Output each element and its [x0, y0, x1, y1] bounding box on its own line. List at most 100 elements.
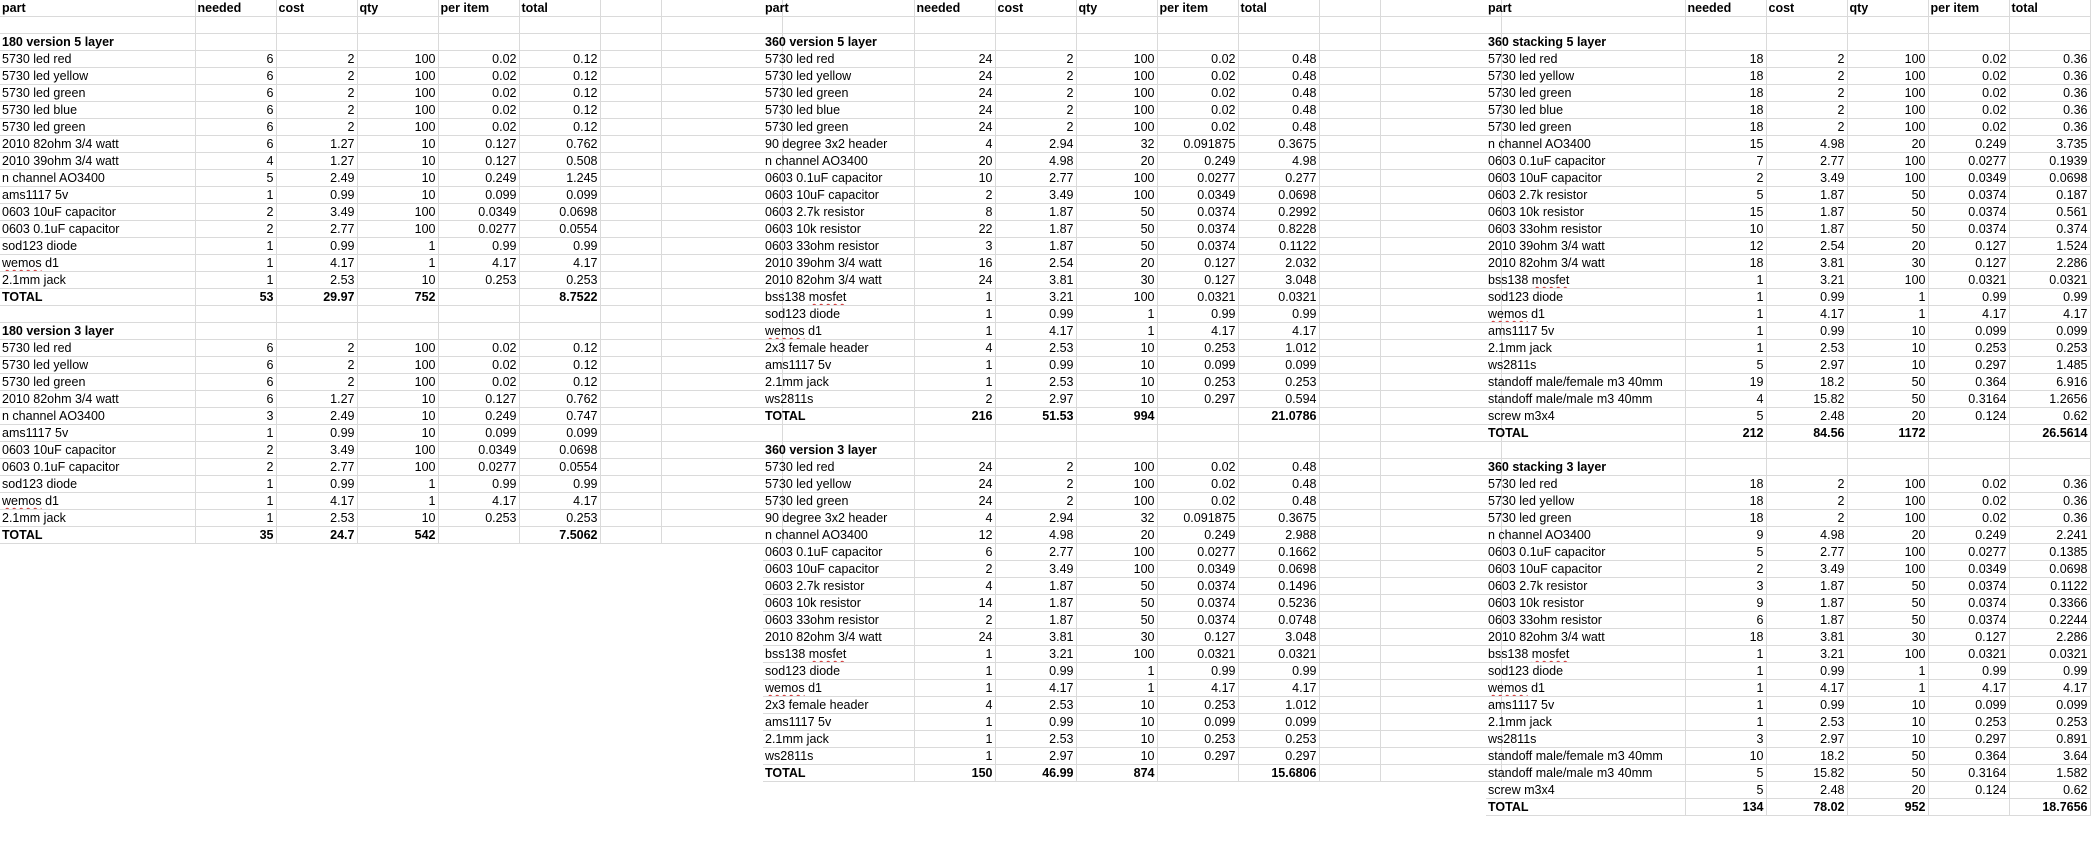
- cell-empty[interactable]: [1319, 305, 1381, 323]
- cell-cost[interactable]: 4.98: [1766, 135, 1848, 153]
- cell-qty[interactable]: qty: [1076, 0, 1158, 17]
- cell-total[interactable]: 0.36: [2009, 492, 2091, 510]
- cell-cost[interactable]: 2.54: [995, 254, 1077, 272]
- cell-total[interactable]: 1.245: [519, 169, 601, 187]
- cell-per-item[interactable]: [1157, 33, 1239, 51]
- cell-total[interactable]: 0.36: [2009, 118, 2091, 136]
- cell-qty[interactable]: 1: [1847, 662, 1929, 680]
- cell-needed[interactable]: 1: [914, 373, 996, 391]
- cell-total[interactable]: 0.36: [2009, 84, 2091, 102]
- cell-cost[interactable]: 2: [1766, 50, 1848, 68]
- cell-qty[interactable]: 100: [357, 203, 439, 221]
- cell-empty[interactable]: [600, 135, 662, 153]
- cell-per-item[interactable]: 0.249: [438, 407, 520, 425]
- cell-qty[interactable]: [1847, 33, 1929, 51]
- cell-qty[interactable]: [1847, 458, 1929, 476]
- cell-per-item[interactable]: 4.17: [1157, 679, 1239, 697]
- cell-total[interactable]: 0.12: [519, 339, 601, 357]
- cell-cost[interactable]: 3.21: [995, 288, 1077, 306]
- cell-empty[interactable]: [1380, 84, 1502, 102]
- cell-empty[interactable]: [1380, 16, 1502, 34]
- cell-qty[interactable]: 100: [1847, 84, 1929, 102]
- cell-total[interactable]: 1.012: [1238, 339, 1320, 357]
- cell-per-item[interactable]: per item: [1157, 0, 1239, 17]
- cell-cost[interactable]: 15.82: [1766, 764, 1848, 782]
- cell-needed[interactable]: 1: [195, 475, 277, 493]
- cell-cost[interactable]: [276, 305, 358, 323]
- cell-per-item[interactable]: 0.124: [1928, 407, 2010, 425]
- cell-cost[interactable]: 2: [1766, 67, 1848, 85]
- cell-qty[interactable]: 30: [1847, 254, 1929, 272]
- cell-per-item[interactable]: 0.0374: [1157, 220, 1239, 238]
- cell-per-item[interactable]: 0.02: [1157, 458, 1239, 476]
- cell-per-item[interactable]: 0.02: [1928, 50, 2010, 68]
- cell-cost[interactable]: 18.2: [1766, 747, 1848, 765]
- cell-total[interactable]: 0.0554: [519, 220, 601, 238]
- cell-per-item[interactable]: [1928, 16, 2010, 34]
- cell-needed[interactable]: 24: [914, 118, 996, 136]
- cell-needed[interactable]: 2: [1685, 169, 1767, 187]
- cell-qty[interactable]: 1: [357, 237, 439, 255]
- cell-part[interactable]: 5730 led green: [0, 84, 196, 102]
- cell-per-item[interactable]: 0.0277: [1928, 152, 2010, 170]
- cell-empty[interactable]: [600, 407, 662, 425]
- cell-total[interactable]: 1.485: [2009, 356, 2091, 374]
- cell-part[interactable]: 2.1mm jack: [1486, 339, 1686, 357]
- cell-needed[interactable]: 1: [1685, 662, 1767, 680]
- cell-cost[interactable]: [1766, 16, 1848, 34]
- cell-qty[interactable]: 32: [1076, 509, 1158, 527]
- cell-per-item[interactable]: 0.02: [1928, 509, 2010, 527]
- cell-total[interactable]: 0.5236: [1238, 594, 1320, 612]
- cell-needed[interactable]: 19: [1685, 373, 1767, 391]
- cell-cost[interactable]: 2: [995, 458, 1077, 476]
- cell-empty[interactable]: [1319, 662, 1381, 680]
- cell-cost[interactable]: 2.97: [1766, 356, 1848, 374]
- cell-needed[interactable]: 6: [195, 339, 277, 357]
- cell-empty[interactable]: [1380, 135, 1502, 153]
- cell-needed[interactable]: 4: [914, 696, 996, 714]
- cell-part[interactable]: 5730 led green: [1486, 118, 1686, 136]
- cell-cost[interactable]: 78.02: [1766, 798, 1848, 816]
- cell-cost[interactable]: 0.99: [276, 424, 358, 442]
- cell-qty[interactable]: 50: [1076, 203, 1158, 221]
- cell-qty[interactable]: 1: [1847, 679, 1929, 697]
- cell-cost[interactable]: [995, 33, 1077, 51]
- cell-empty[interactable]: [1380, 271, 1502, 289]
- cell-needed[interactable]: 24: [914, 50, 996, 68]
- cell-cost[interactable]: [276, 16, 358, 34]
- cell-cost[interactable]: 2: [276, 356, 358, 374]
- cell-part[interactable]: n channel AO3400: [1486, 526, 1686, 544]
- cell-empty[interactable]: [1380, 611, 1502, 629]
- cell-part[interactable]: 0603 33ohm resistor: [763, 237, 915, 255]
- cell-needed[interactable]: needed: [914, 0, 996, 17]
- cell-part[interactable]: 5730 led red: [763, 50, 915, 68]
- cell-needed[interactable]: [195, 33, 277, 51]
- cell-empty[interactable]: [1380, 186, 1502, 204]
- cell-total[interactable]: 0.099: [2009, 322, 2091, 340]
- cell-qty[interactable]: 1: [1847, 305, 1929, 323]
- cell-part[interactable]: 5730 led red: [0, 50, 196, 68]
- cell-needed[interactable]: 18: [1685, 492, 1767, 510]
- cell-needed[interactable]: 1: [1685, 305, 1767, 323]
- cell-qty[interactable]: qty: [1847, 0, 1929, 17]
- cell-qty[interactable]: 1: [1076, 679, 1158, 697]
- cell-total[interactable]: 0.891: [2009, 730, 2091, 748]
- cell-needed[interactable]: 53: [195, 288, 277, 306]
- cell-cost[interactable]: 3.49: [995, 186, 1077, 204]
- cell-cost[interactable]: [276, 33, 358, 51]
- cell-part[interactable]: 5730 led blue: [1486, 101, 1686, 119]
- cell-empty[interactable]: [1380, 356, 1502, 374]
- cell-qty[interactable]: 100: [1847, 509, 1929, 527]
- cell-per-item[interactable]: 0.099: [1157, 713, 1239, 731]
- cell-qty[interactable]: 10: [357, 424, 439, 442]
- cell-per-item[interactable]: 0.02: [1157, 84, 1239, 102]
- cell-per-item[interactable]: [1928, 441, 2010, 459]
- cell-needed[interactable]: 1: [1685, 322, 1767, 340]
- cell-empty[interactable]: [1319, 33, 1381, 51]
- cell-cost[interactable]: 2.48: [1766, 781, 1848, 799]
- cell-empty[interactable]: [1380, 492, 1502, 510]
- cell-part[interactable]: 0603 10uF capacitor: [1486, 169, 1686, 187]
- cell-cost[interactable]: 4.98: [1766, 526, 1848, 544]
- section-title[interactable]: 360 stacking 3 layer: [1486, 458, 1686, 476]
- cell-per-item[interactable]: 0.249: [1157, 526, 1239, 544]
